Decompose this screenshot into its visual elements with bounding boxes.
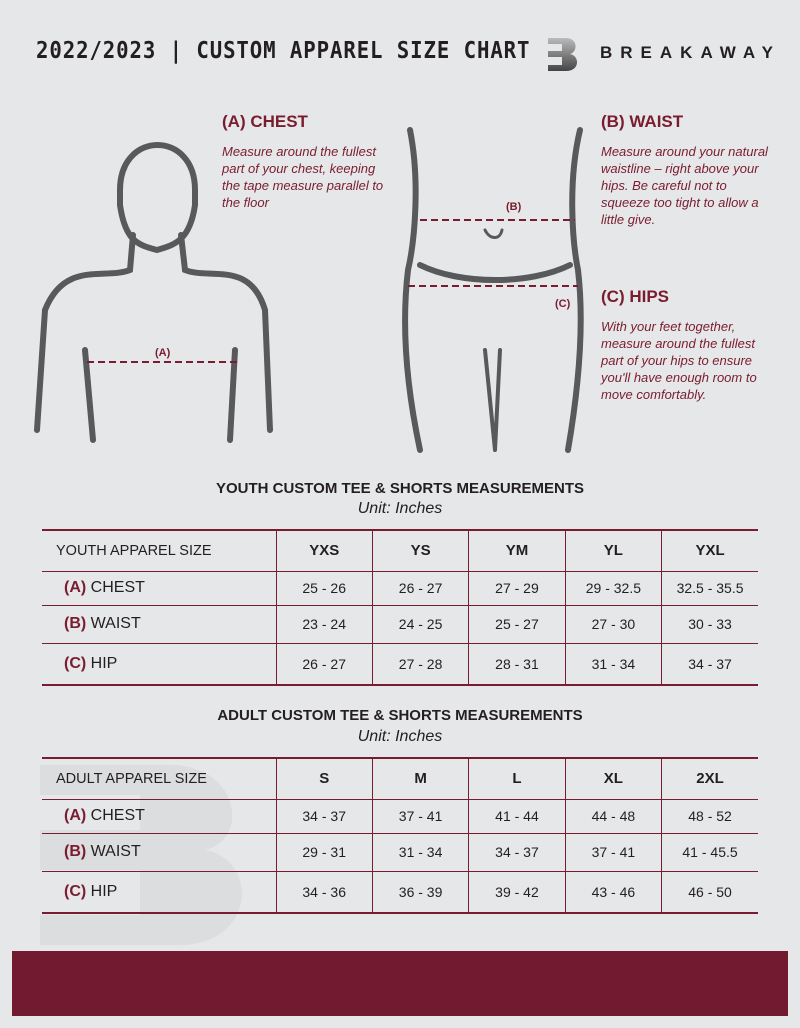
cell: 27 - 28 xyxy=(371,642,470,686)
cell: 27 - 30 xyxy=(564,604,663,644)
chest-heading: (A) CHEST xyxy=(222,112,308,131)
cell: 34 - 37 xyxy=(468,832,566,872)
header-cell: XL xyxy=(564,757,663,800)
row-label: (B) WAIST xyxy=(42,832,277,872)
adult-table-title: ADULT CUSTOM TEE & SHORTS MEASUREMENTS xyxy=(217,707,583,724)
table-row: (C) HIP 34 - 36 36 - 39 39 - 42 43 - 46 46 -… xyxy=(42,870,758,914)
cell: 26 - 27 xyxy=(275,642,373,686)
cell: 34 - 36 xyxy=(275,870,373,914)
row-label: (C) HIP xyxy=(42,870,277,914)
footer-bar xyxy=(12,951,788,1016)
hips-heading: (C) HIPS xyxy=(601,287,669,306)
table-row: (B) WAIST 23 - 24 24 - 25 25 - 27 27 - 30 30… xyxy=(42,604,758,644)
cell: 31 - 34 xyxy=(564,642,663,686)
table-row: (A) CHEST 34 - 37 37 - 41 41 - 44 44 - 48 48… xyxy=(42,798,758,834)
cell: 29 - 32.5 xyxy=(564,570,663,606)
youth-unit: Unit: Inches xyxy=(357,500,443,517)
cell: 37 - 41 xyxy=(371,798,470,834)
header-cell: YL xyxy=(564,529,663,572)
header-cell: S xyxy=(275,757,373,800)
header-cell: YXL xyxy=(661,529,758,572)
row-label: (B) WAIST xyxy=(42,604,277,644)
cell: 26 - 27 xyxy=(371,570,470,606)
table-header-row: YOUTH APPAREL SIZE YXS YS YM YL YXL xyxy=(42,529,758,572)
cell: 27 - 29 xyxy=(468,570,566,606)
cell: 34 - 37 xyxy=(275,798,373,834)
cell: 25 - 27 xyxy=(468,604,566,644)
header-cell: YM xyxy=(468,529,566,572)
chest-marker: (A) xyxy=(155,347,171,359)
cell: 41 - 45.5 xyxy=(661,832,758,872)
cell: 39 - 42 xyxy=(468,870,566,914)
header-cell: YS xyxy=(371,529,470,572)
cell: 31 - 34 xyxy=(371,832,470,872)
hips-instructions: With your feet together, measure around … xyxy=(601,319,757,402)
waist-marker: (B) xyxy=(506,201,522,213)
cell: 36 - 39 xyxy=(371,870,470,914)
row-label: (C) HIP xyxy=(42,642,277,686)
header-cell: 2XL xyxy=(661,757,758,800)
waist-heading: (B) WAIST xyxy=(601,112,684,131)
table-row: (B) WAIST 29 - 31 31 - 34 34 - 37 37 - 41 41… xyxy=(42,832,758,872)
cell: 41 - 44 xyxy=(468,798,566,834)
cell: 43 - 46 xyxy=(564,870,663,914)
youth-size-table: YOUTH APPAREL SIZE YXS YS YM YL YXL (A) … xyxy=(42,529,758,686)
upper-body-figure: (A) xyxy=(34,142,273,443)
cell: 34 - 37 xyxy=(661,642,758,686)
table-row: (A) CHEST 25 - 26 26 - 27 27 - 29 29 - 32.5… xyxy=(42,570,758,606)
brand-name: BREAKAWAY xyxy=(600,43,781,62)
row-label: (A) CHEST xyxy=(42,570,277,606)
cell: 30 - 33 xyxy=(661,604,758,644)
header-cell: ADULT APPAREL SIZE xyxy=(42,757,277,800)
cell: 25 - 26 xyxy=(275,570,373,606)
waist-instructions: Measure around your natural waistline – … xyxy=(601,144,768,227)
cell: 23 - 24 xyxy=(275,604,373,644)
cell: 48 - 52 xyxy=(661,798,758,834)
cell: 44 - 48 xyxy=(564,798,663,834)
cell: 46 - 50 xyxy=(661,870,758,914)
cell: 24 - 25 xyxy=(371,604,470,644)
lower-body-figure: (B) (C) xyxy=(402,127,584,453)
youth-table-title: YOUTH CUSTOM TEE & SHORTS MEASUREMENTS xyxy=(215,480,585,497)
header-cell: YXS xyxy=(275,529,373,572)
table-header-row: ADULT APPAREL SIZE S M L XL 2XL xyxy=(42,757,758,800)
adult-size-table: ADULT APPAREL SIZE S M L XL 2XL (A) CHES… xyxy=(42,757,758,914)
adult-unit: Unit: Inches xyxy=(357,728,443,745)
cell: 28 - 31 xyxy=(468,642,566,686)
breakaway-logo xyxy=(548,38,578,71)
hip-marker: (C) xyxy=(555,298,571,310)
header-cell: L xyxy=(468,757,566,800)
header-cell: M xyxy=(371,757,470,800)
cell: 32.5 - 35.5 xyxy=(661,570,758,606)
row-label: (A) CHEST xyxy=(42,798,277,834)
cell: 29 - 31 xyxy=(275,832,373,872)
header-cell: YOUTH APPAREL SIZE xyxy=(42,529,277,572)
chest-instructions: Measure around the fullest part of your … xyxy=(222,144,384,210)
table-row: (C) HIP 26 - 27 27 - 28 28 - 31 31 - 34 34 -… xyxy=(42,642,758,686)
page-title: 2022/2023 | CUSTOM APPAREL SIZE CHART xyxy=(36,38,531,64)
cell: 37 - 41 xyxy=(564,832,663,872)
